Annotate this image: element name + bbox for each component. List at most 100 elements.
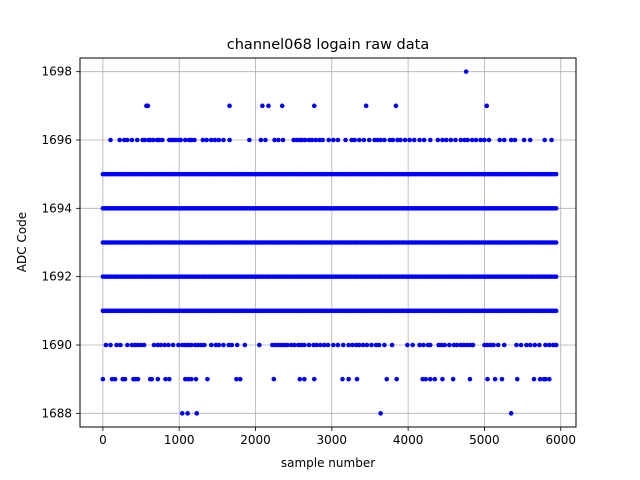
data-point — [227, 137, 232, 143]
data-point — [141, 342, 147, 348]
data-point — [427, 376, 433, 382]
data-point — [389, 342, 395, 348]
data-point — [521, 137, 527, 143]
data-point — [390, 137, 396, 143]
data-point — [527, 342, 533, 348]
data-point — [417, 137, 422, 143]
data-point — [363, 103, 369, 109]
data-point — [114, 342, 119, 348]
data-point — [531, 376, 537, 382]
data-point — [343, 137, 348, 143]
data-point — [546, 376, 552, 382]
data-point — [204, 137, 209, 143]
data-point — [411, 137, 417, 143]
data-point — [335, 342, 341, 348]
data-point — [501, 342, 507, 348]
data-point — [402, 137, 408, 143]
data-point — [398, 137, 403, 143]
data-point — [393, 103, 399, 109]
y-tick-label: 1690 — [41, 338, 72, 352]
data-point — [285, 342, 290, 348]
data-point — [208, 137, 214, 143]
data-point — [272, 137, 277, 143]
data-point — [432, 376, 438, 382]
data-point — [151, 342, 157, 348]
data-point — [405, 342, 410, 348]
data-point — [442, 342, 448, 348]
data-point — [163, 376, 168, 382]
data-point — [125, 342, 130, 348]
data-point — [543, 376, 548, 382]
x-tick-label: 5000 — [469, 433, 500, 447]
data-point — [501, 137, 507, 143]
data-point — [170, 342, 176, 348]
data-point — [497, 137, 502, 143]
data-point — [302, 376, 307, 382]
data-point — [279, 103, 285, 109]
x-tick-label: 1000 — [164, 433, 195, 447]
data-point — [410, 342, 416, 348]
data-point — [435, 137, 441, 143]
data-point — [192, 137, 197, 143]
data-point — [514, 376, 520, 382]
data-point — [108, 342, 113, 348]
data-point — [352, 137, 358, 143]
data-point — [549, 137, 554, 143]
data-point — [314, 342, 319, 348]
y-axis-label: ADC Code — [15, 212, 29, 272]
data-point — [340, 376, 345, 382]
data-point — [135, 376, 141, 382]
data-point — [440, 376, 445, 382]
data-point — [465, 137, 470, 143]
data-point — [532, 342, 538, 348]
plot-frame — [79, 57, 577, 428]
data-point — [142, 137, 148, 143]
data-point — [378, 411, 383, 416]
data-point — [553, 206, 559, 211]
data-point — [454, 342, 460, 348]
data-point — [514, 342, 519, 348]
data-point — [378, 137, 383, 143]
data-point — [118, 342, 123, 348]
data-point — [453, 137, 458, 143]
data-point — [473, 137, 479, 143]
data-point — [427, 342, 433, 348]
data-point — [292, 342, 297, 348]
data-point — [318, 342, 323, 348]
data-point — [537, 376, 543, 382]
data-point — [470, 342, 476, 348]
data-point — [492, 376, 498, 382]
data-point — [129, 137, 135, 143]
data-point — [499, 376, 505, 382]
data-point — [179, 411, 185, 416]
data-point — [382, 137, 387, 143]
data-point — [427, 137, 433, 143]
data-point — [346, 342, 351, 348]
data-point — [440, 137, 445, 143]
data-point — [346, 376, 351, 382]
data-point — [117, 137, 122, 143]
data-point — [553, 171, 559, 177]
data-point — [158, 342, 164, 348]
data-point — [216, 342, 222, 348]
data-point — [482, 137, 487, 143]
data-point — [234, 342, 240, 348]
data-point — [297, 376, 303, 382]
data-point — [553, 274, 559, 279]
data-point — [205, 376, 210, 382]
data-point — [321, 342, 327, 348]
data-point — [150, 137, 156, 143]
y-tick-label: 1694 — [41, 201, 72, 215]
x-axis-ticks: 0 1000 2000 3000 4000 5000 6000 — [99, 427, 576, 447]
data-point — [467, 376, 473, 382]
data-point — [340, 342, 346, 348]
data-point — [271, 376, 277, 382]
data-point — [361, 137, 367, 143]
data-point — [485, 376, 490, 382]
data-point — [242, 342, 248, 348]
data-point — [443, 137, 449, 143]
data-point — [247, 137, 252, 143]
data-point — [364, 342, 370, 348]
data-points — [100, 69, 559, 416]
